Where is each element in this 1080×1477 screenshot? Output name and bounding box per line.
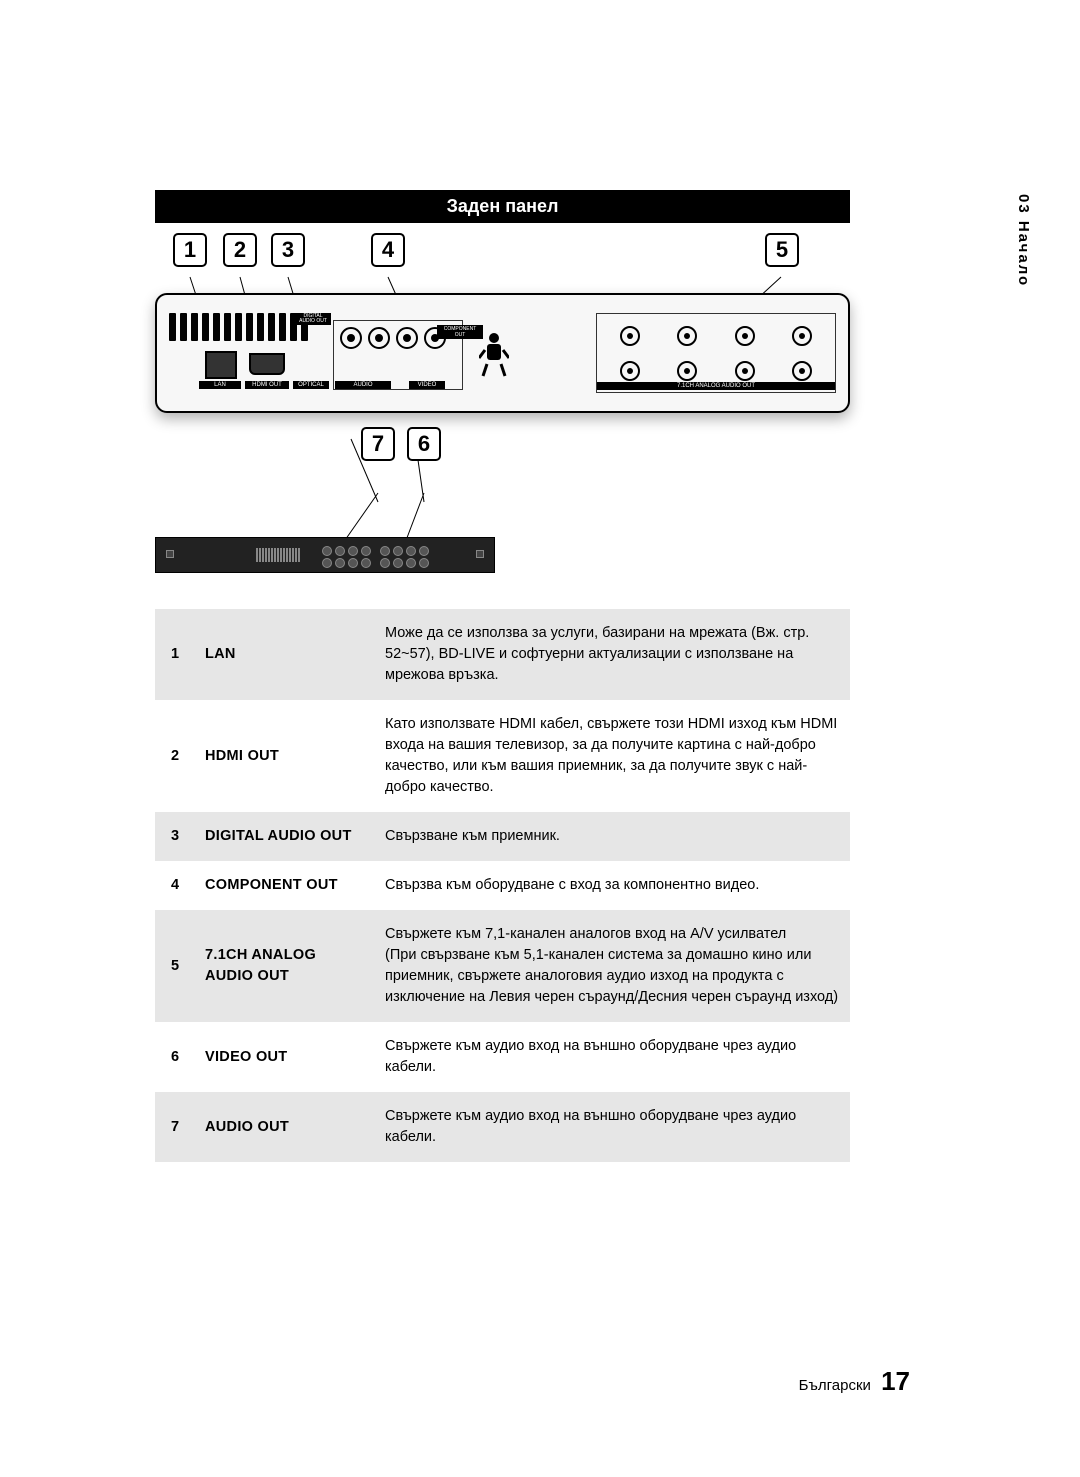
table-row: 3DIGITAL AUDIO OUTСвързване към приемник… <box>155 812 850 861</box>
mini-rca-group <box>380 558 429 568</box>
row-description: Свържете към аудио вход на външно оборуд… <box>375 1022 850 1092</box>
rca-jack <box>792 326 812 346</box>
mini-port <box>476 550 484 558</box>
rca-jack <box>735 326 755 346</box>
row-number: 7 <box>155 1092 195 1162</box>
footer-page-number: 17 <box>881 1366 910 1396</box>
row-label: LAN <box>195 609 375 700</box>
row-number: 3 <box>155 812 195 861</box>
rca-jack <box>340 327 362 349</box>
hdmi-label: HDMI OUT <box>245 381 289 389</box>
table-row: 6VIDEO OUTСвържете към аудио вход на вън… <box>155 1022 850 1092</box>
row-description: Свържете към 7,1-канален аналогов вход н… <box>375 910 850 1022</box>
analog-audio-group: 7.1CH ANALOG AUDIO OUT <box>596 313 836 393</box>
analog-label: 7.1CH ANALOG AUDIO OUT <box>597 382 835 390</box>
row-number: 4 <box>155 861 195 910</box>
table-row: 4COMPONENT OUTСвързва към оборудване с в… <box>155 861 850 910</box>
row-label: HDMI OUT <box>195 700 375 812</box>
row-number: 1 <box>155 609 195 700</box>
row-label: 7.1CH ANALOG AUDIO OUT <box>195 910 375 1022</box>
section-title: Заден панел <box>155 190 850 223</box>
callouts-top-row: 1 2 3 4 5 <box>155 233 850 277</box>
rca-jack <box>735 361 755 381</box>
vent-slots <box>169 313 309 341</box>
mini-rear-panel <box>155 537 495 573</box>
callout-5: 5 <box>765 233 799 267</box>
row-description: Като използвате HDMI кабел, свържете тоз… <box>375 700 850 812</box>
rca-jack <box>677 326 697 346</box>
usb-figure-icon <box>479 330 509 380</box>
hdmi-port <box>249 353 285 375</box>
rca-jack <box>620 326 640 346</box>
section-sidebar: 03 Начало <box>1015 194 1032 287</box>
row-description: Свързване към приемник. <box>375 812 850 861</box>
rca-jack <box>620 361 640 381</box>
callout-4: 4 <box>371 233 405 267</box>
mini-vent <box>256 548 316 562</box>
ports-table: 1LANМоже да се използва за услуги, базир… <box>155 609 850 1162</box>
row-description: Може да се използва за услуги, базирани … <box>375 609 850 700</box>
table-row: 1LANМоже да се използва за услуги, базир… <box>155 609 850 700</box>
rca-jack <box>368 327 390 349</box>
mini-rca-group <box>322 558 371 568</box>
row-label: AUDIO OUT <box>195 1092 375 1162</box>
page-footer: Български 17 <box>799 1366 910 1397</box>
component-label: COMPONENT OUT <box>437 325 483 339</box>
row-label: COMPONENT OUT <box>195 861 375 910</box>
callout-3: 3 <box>271 233 305 267</box>
mini-port <box>166 550 174 558</box>
video-label: VIDEO <box>409 381 445 389</box>
row-label: VIDEO OUT <box>195 1022 375 1092</box>
footer-language: Български <box>799 1377 871 1394</box>
rear-panel-diagram: LAN HDMI OUT OPTICAL DIGITAL AUDIO OUT A… <box>155 293 850 413</box>
callout-2: 2 <box>223 233 257 267</box>
table-row: 7AUDIO OUTСвържете към аудио вход на вън… <box>155 1092 850 1162</box>
row-number: 2 <box>155 700 195 812</box>
lan-port <box>205 351 237 379</box>
optical-label: OPTICAL <box>293 381 329 389</box>
rca-jack <box>792 361 812 381</box>
table-row: 2HDMI OUTКато използвате HDMI кабел, свъ… <box>155 700 850 812</box>
row-number: 5 <box>155 910 195 1022</box>
row-number: 6 <box>155 1022 195 1092</box>
lan-label: LAN <box>199 381 241 389</box>
rca-jack <box>677 361 697 381</box>
row-label: DIGITAL AUDIO OUT <box>195 812 375 861</box>
rca-jack <box>396 327 418 349</box>
audio-label: AUDIO <box>335 381 391 389</box>
digital-audio-label: DIGITAL AUDIO OUT <box>295 313 331 325</box>
mini-rca-group <box>380 546 429 556</box>
table-row: 57.1CH ANALOG AUDIO OUTСвържете към 7,1-… <box>155 910 850 1022</box>
callout-7: 7 <box>361 427 395 461</box>
row-description: Свържете към аудио вход на външно оборуд… <box>375 1092 850 1162</box>
callout-6: 6 <box>407 427 441 461</box>
row-description: Свързва към оборудване с вход за компоне… <box>375 861 850 910</box>
callout-1: 1 <box>173 233 207 267</box>
callouts-mid-row: 7 6 <box>155 427 850 477</box>
mini-rca-group <box>322 546 371 556</box>
page-content: Заден панел 1 2 3 4 5 LAN <box>155 190 925 1162</box>
